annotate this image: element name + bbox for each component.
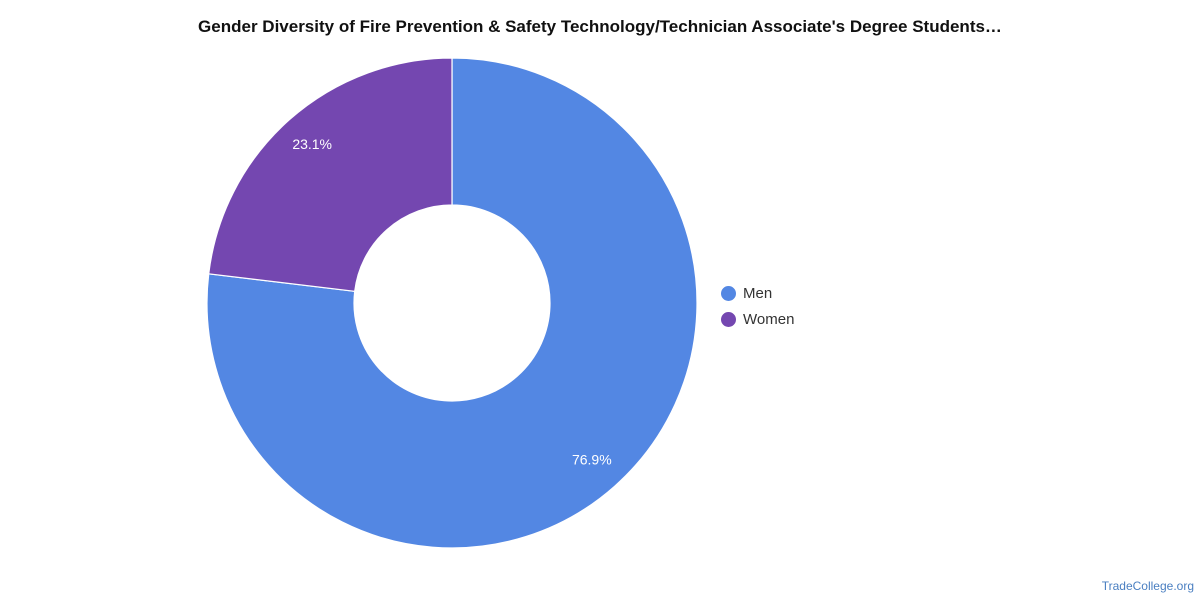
chart-title: Gender Diversity of Fire Prevention & Sa… — [198, 17, 1002, 36]
donut-slice-women[interactable] — [208, 57, 453, 292]
legend-label-women: Women — [743, 310, 795, 328]
legend-label-men: Men — [743, 284, 773, 302]
slice-label-women: 23.1% — [292, 136, 332, 152]
legend-item-women[interactable]: Women — [721, 306, 794, 332]
legend-swatch-men — [721, 285, 736, 301]
slice-label-men: 76.9% — [572, 451, 612, 467]
legend-item-men[interactable]: Men — [721, 280, 794, 306]
donut-slice-men[interactable] — [206, 57, 698, 549]
legend-swatch-women — [721, 311, 736, 327]
site-credit-link[interactable]: TradeCollege.org — [1101, 579, 1194, 593]
chart-legend: Men Women — [721, 280, 794, 332]
